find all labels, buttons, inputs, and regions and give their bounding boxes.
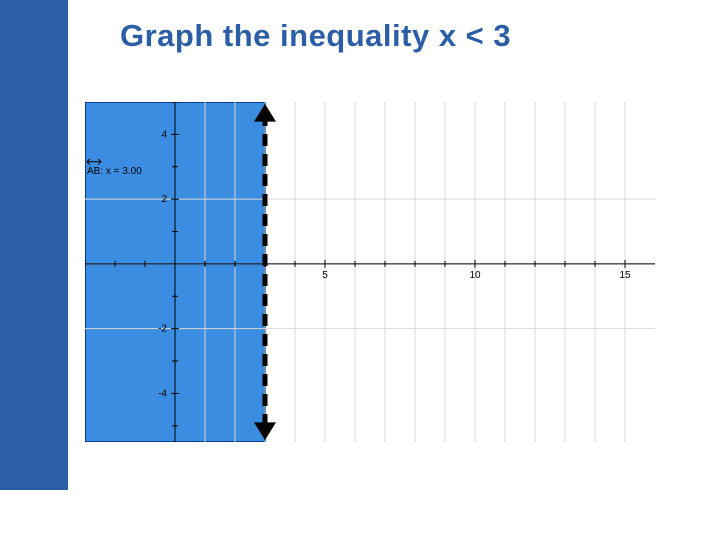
bottom-band bbox=[0, 490, 720, 540]
annotation-label: AB: x = 3.00 bbox=[87, 166, 142, 177]
x-tick-label: 5 bbox=[322, 270, 328, 281]
y-tick-label: 2 bbox=[161, 194, 167, 205]
y-tick-label: -2 bbox=[158, 324, 167, 335]
x-tick-label: 15 bbox=[619, 270, 631, 281]
y-tick-label: 4 bbox=[161, 129, 167, 140]
y-tick-label: -4 bbox=[158, 388, 167, 399]
accent-stripe bbox=[0, 0, 68, 540]
inequality-chart: 5 10 15 4 2 -2 -4 AB: x = 3.00 bbox=[85, 102, 655, 442]
page-title: Graph the inequality x < 3 bbox=[120, 18, 680, 54]
x-tick-label: 10 bbox=[469, 270, 481, 281]
slide: Graph the inequality x < 3 5 10 15 4 2 -2 -4 AB… bbox=[0, 0, 720, 540]
